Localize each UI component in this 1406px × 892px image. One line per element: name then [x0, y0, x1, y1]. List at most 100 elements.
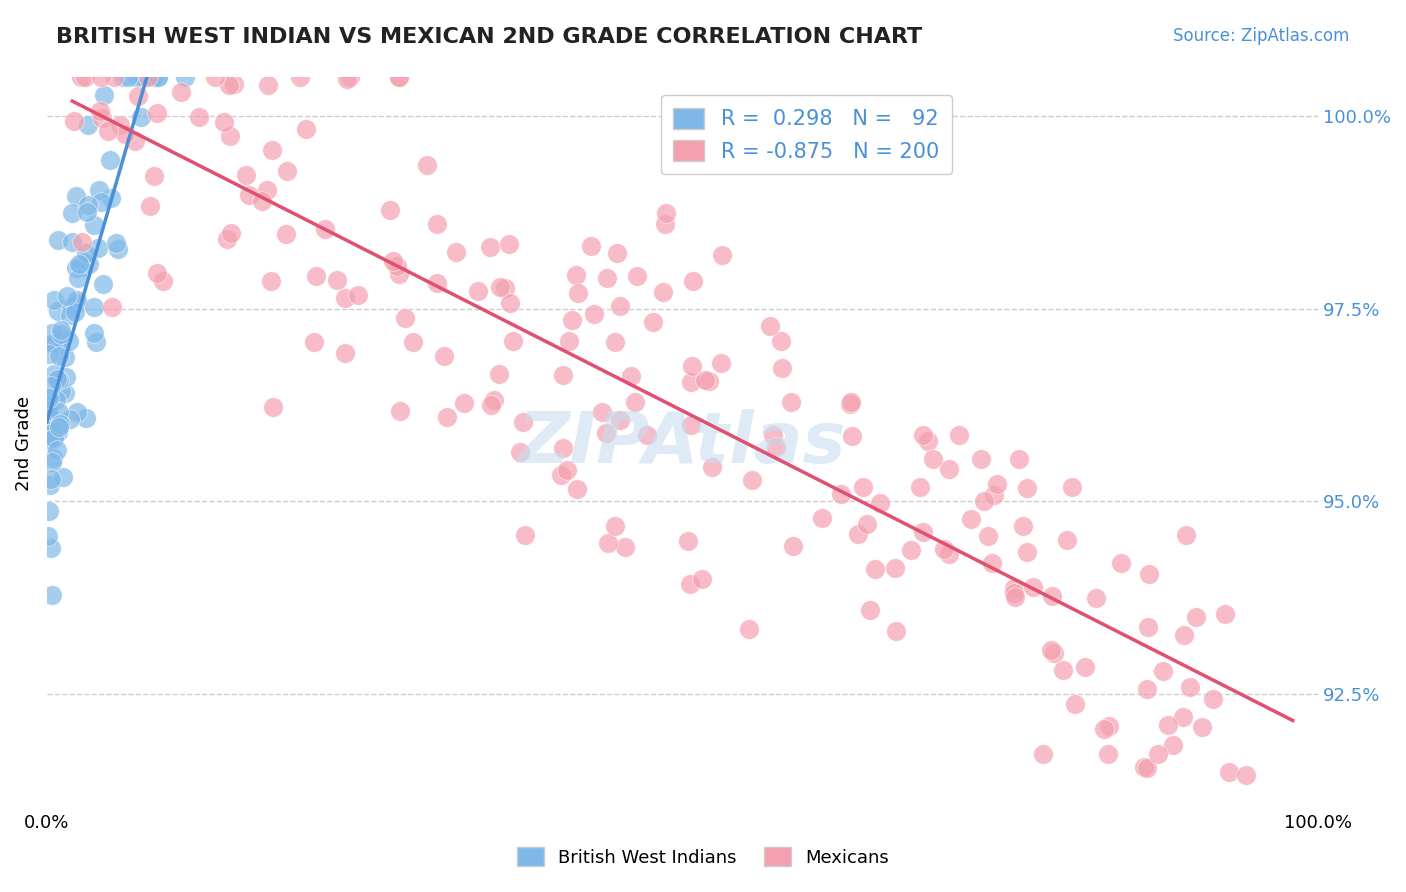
Point	[218, 128, 240, 143]
Point	[276, 164, 298, 178]
Text: BRITISH WEST INDIAN VS MEXICAN 2ND GRADE CORRELATION CHART: BRITISH WEST INDIAN VS MEXICAN 2ND GRADE…	[56, 27, 922, 46]
Point	[513, 528, 536, 542]
Point	[56, 289, 79, 303]
Point	[46, 336, 69, 351]
Point	[107, 243, 129, 257]
Point	[51, 332, 73, 346]
Point	[690, 572, 713, 586]
Point	[388, 268, 411, 282]
Point	[614, 540, 637, 554]
Point	[922, 451, 945, 466]
Point	[1092, 723, 1115, 737]
Point	[1022, 581, 1045, 595]
Point	[48, 420, 70, 434]
Point	[131, 110, 153, 124]
Point	[48, 304, 70, 318]
Point	[333, 346, 356, 360]
Point	[65, 296, 87, 310]
Point	[678, 534, 700, 549]
Point	[494, 281, 516, 295]
Point	[970, 451, 993, 466]
Point	[93, 87, 115, 102]
Point	[852, 480, 875, 494]
Point	[339, 70, 361, 85]
Point	[702, 459, 724, 474]
Point	[499, 295, 522, 310]
Point	[103, 70, 125, 85]
Point	[1234, 768, 1257, 782]
Point	[1213, 607, 1236, 622]
Point	[550, 468, 572, 483]
Point	[262, 400, 284, 414]
Point	[865, 562, 887, 576]
Point	[1136, 761, 1159, 775]
Point	[89, 183, 111, 197]
Text: ZIPAtlas: ZIPAtlas	[519, 409, 846, 478]
Point	[1004, 590, 1026, 604]
Point	[77, 257, 100, 271]
Point	[960, 512, 983, 526]
Point	[76, 204, 98, 219]
Point	[257, 78, 280, 93]
Point	[453, 396, 475, 410]
Point	[347, 287, 370, 301]
Point	[910, 480, 932, 494]
Point	[46, 425, 69, 440]
Point	[948, 428, 970, 442]
Point	[70, 235, 93, 250]
Point	[42, 428, 65, 442]
Point	[336, 71, 359, 86]
Point	[911, 524, 934, 539]
Point	[139, 199, 162, 213]
Point	[1218, 765, 1240, 780]
Point	[83, 218, 105, 232]
Point	[609, 299, 631, 313]
Point	[436, 409, 458, 424]
Point	[838, 397, 860, 411]
Point	[41, 455, 63, 469]
Point	[652, 285, 675, 300]
Legend: R =  0.298   N =   92, R = -0.875   N = 200: R = 0.298 N = 92, R = -0.875 N = 200	[661, 95, 952, 174]
Point	[416, 158, 439, 172]
Point	[58, 334, 80, 348]
Point	[1202, 691, 1225, 706]
Point	[42, 431, 65, 445]
Point	[1136, 620, 1159, 634]
Point	[938, 462, 960, 476]
Point	[977, 529, 1000, 543]
Point	[38, 433, 60, 447]
Point	[1008, 452, 1031, 467]
Point	[782, 539, 804, 553]
Point	[42, 367, 65, 381]
Point	[488, 367, 510, 381]
Point	[91, 277, 114, 292]
Point	[679, 577, 702, 591]
Point	[1002, 581, 1025, 595]
Point	[38, 504, 60, 518]
Point	[125, 70, 148, 85]
Point	[681, 359, 703, 373]
Point	[759, 318, 782, 333]
Point	[65, 305, 87, 319]
Point	[609, 413, 631, 427]
Point	[932, 541, 955, 556]
Point	[256, 183, 278, 197]
Point	[1052, 663, 1074, 677]
Point	[44, 425, 66, 439]
Point	[1011, 519, 1033, 533]
Point	[1173, 628, 1195, 642]
Point	[986, 476, 1008, 491]
Point	[117, 70, 139, 85]
Point	[59, 308, 82, 322]
Text: Source: ZipAtlas.com: Source: ZipAtlas.com	[1174, 27, 1350, 45]
Point	[981, 556, 1004, 570]
Point	[90, 70, 112, 85]
Point	[75, 411, 97, 425]
Point	[583, 307, 606, 321]
Point	[37, 407, 59, 421]
Point	[53, 385, 76, 400]
Point	[314, 222, 336, 236]
Point	[884, 560, 907, 574]
Point	[595, 426, 617, 441]
Point	[295, 122, 318, 136]
